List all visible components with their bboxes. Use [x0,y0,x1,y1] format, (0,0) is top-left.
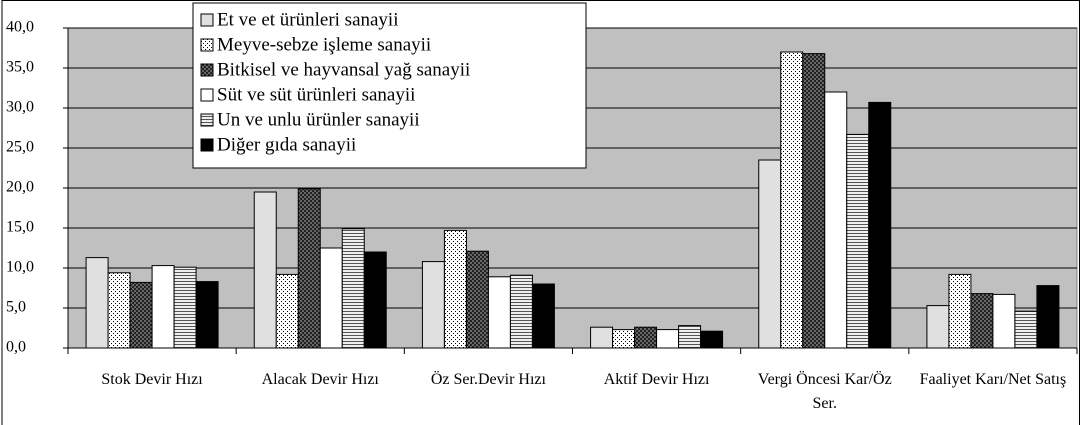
bar [85,257,109,349]
legend-label: Un ve unlu ürünler sanayii [217,109,420,130]
y-tick-label: 30,0 [6,99,34,116]
bar [612,329,636,349]
bar [129,281,153,349]
bar [1014,310,1038,349]
bar [531,283,555,349]
legend-label: Bitkisel ve hayvansal yağ sanayii [217,59,470,80]
bar [656,329,680,349]
bar [758,159,782,349]
x-tick-label: Stok Devir Hızı [101,371,203,388]
legend-label: Meyve-sebze işleme sanayii [217,34,431,55]
bar [700,330,724,349]
y-tick-label: 20,0 [6,179,34,196]
bar [868,101,892,349]
bar [275,273,299,349]
bar [421,261,445,349]
bar [487,276,511,349]
y-tick-label: 40,0 [6,19,34,36]
bar [363,251,387,349]
bar [107,272,131,349]
bar [590,326,614,349]
y-tick-label: 10,0 [6,259,34,276]
bar [926,305,950,349]
bar [846,133,870,349]
legend-box [192,2,587,169]
y-tick-label: 25,0 [6,139,34,156]
bar [992,293,1016,349]
bar [970,293,994,349]
bar [151,265,175,349]
legend-label: Et ve et ürünleri sanayii [217,9,399,30]
bar [780,51,804,349]
legend-label: Süt ve süt ürünleri sanayii [217,84,415,105]
legend-swatch [200,138,214,152]
x-tick-label: Öz Ser.Devir Hızı [430,371,546,388]
bar [195,281,219,349]
bar [465,250,489,349]
y-tick-label: 35,0 [6,59,34,76]
y-tick-label: 0,0 [6,339,26,356]
bar [443,229,467,349]
bar [948,273,972,349]
bar [319,247,343,349]
bar [678,325,702,349]
x-tick-label: Alacak Devir Hızı [261,371,379,388]
y-tick-label: 5,0 [6,299,26,316]
bar [1036,285,1060,349]
bar [173,266,197,349]
legend-swatch [200,113,214,127]
y-tick-label: 15,0 [6,219,34,236]
x-tick-label: Faaliyet Karı/Net Satış [919,371,1067,388]
legend-swatch [200,88,214,102]
bar [802,53,826,349]
bar [341,228,365,349]
legend-swatch [200,38,214,52]
legend-label: Diğer gıda sanayii [217,134,356,155]
bar [297,188,321,349]
x-tick-label: Aktif Devir Hızı [603,371,710,388]
bar [253,191,277,349]
bar [824,91,848,349]
bar [509,274,533,349]
legend-swatch [200,63,214,77]
x-tick-label: Vergi Öncesi Kar/Öz Ser. [757,371,892,412]
bar [634,326,658,349]
legend-swatch [200,13,214,27]
